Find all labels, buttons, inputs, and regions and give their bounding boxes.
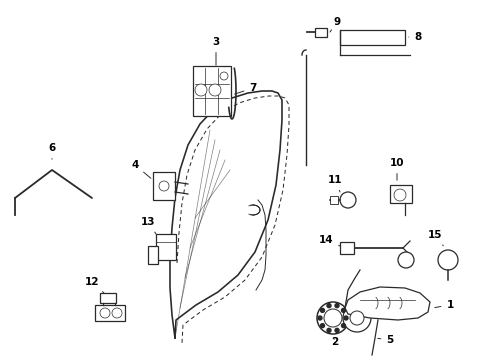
Text: 4: 4 bbox=[131, 160, 151, 178]
Circle shape bbox=[349, 311, 363, 325]
Text: 15: 15 bbox=[427, 230, 443, 246]
Circle shape bbox=[208, 84, 221, 96]
Circle shape bbox=[334, 303, 338, 308]
Bar bbox=[389, 185, 411, 203]
Bar bbox=[339, 30, 404, 45]
Circle shape bbox=[320, 324, 324, 328]
Text: 1: 1 bbox=[434, 300, 453, 310]
Circle shape bbox=[343, 316, 347, 320]
Circle shape bbox=[326, 328, 330, 332]
Text: 13: 13 bbox=[141, 217, 156, 234]
Bar bbox=[148, 246, 158, 264]
Circle shape bbox=[100, 308, 110, 318]
Circle shape bbox=[220, 72, 227, 80]
Circle shape bbox=[195, 84, 206, 96]
Polygon shape bbox=[345, 287, 429, 320]
Text: 2: 2 bbox=[331, 337, 338, 347]
Bar bbox=[314, 28, 326, 37]
Circle shape bbox=[341, 324, 345, 328]
Circle shape bbox=[112, 308, 122, 318]
Text: 12: 12 bbox=[84, 277, 104, 293]
Text: 3: 3 bbox=[212, 37, 219, 65]
Text: 5: 5 bbox=[377, 335, 393, 345]
Bar bbox=[329, 196, 337, 204]
Text: 11: 11 bbox=[327, 175, 342, 192]
Circle shape bbox=[159, 181, 169, 191]
Circle shape bbox=[393, 189, 405, 201]
Bar bbox=[339, 242, 353, 254]
Circle shape bbox=[316, 302, 348, 334]
Text: 10: 10 bbox=[389, 158, 404, 180]
Text: 14: 14 bbox=[318, 235, 339, 246]
Bar bbox=[100, 293, 116, 303]
Circle shape bbox=[437, 250, 457, 270]
Text: 6: 6 bbox=[48, 143, 56, 159]
Text: 8: 8 bbox=[408, 32, 421, 42]
Circle shape bbox=[334, 328, 338, 332]
Bar bbox=[156, 234, 176, 260]
Bar bbox=[193, 66, 230, 116]
Circle shape bbox=[326, 303, 330, 308]
Circle shape bbox=[341, 309, 345, 312]
Bar bbox=[95, 305, 125, 321]
Circle shape bbox=[339, 192, 355, 208]
Circle shape bbox=[397, 252, 413, 268]
Circle shape bbox=[324, 309, 341, 327]
Text: 7: 7 bbox=[234, 83, 256, 94]
Bar bbox=[153, 172, 175, 200]
Circle shape bbox=[342, 304, 370, 332]
Text: 9: 9 bbox=[329, 17, 340, 32]
Circle shape bbox=[317, 316, 321, 320]
Circle shape bbox=[320, 309, 324, 312]
